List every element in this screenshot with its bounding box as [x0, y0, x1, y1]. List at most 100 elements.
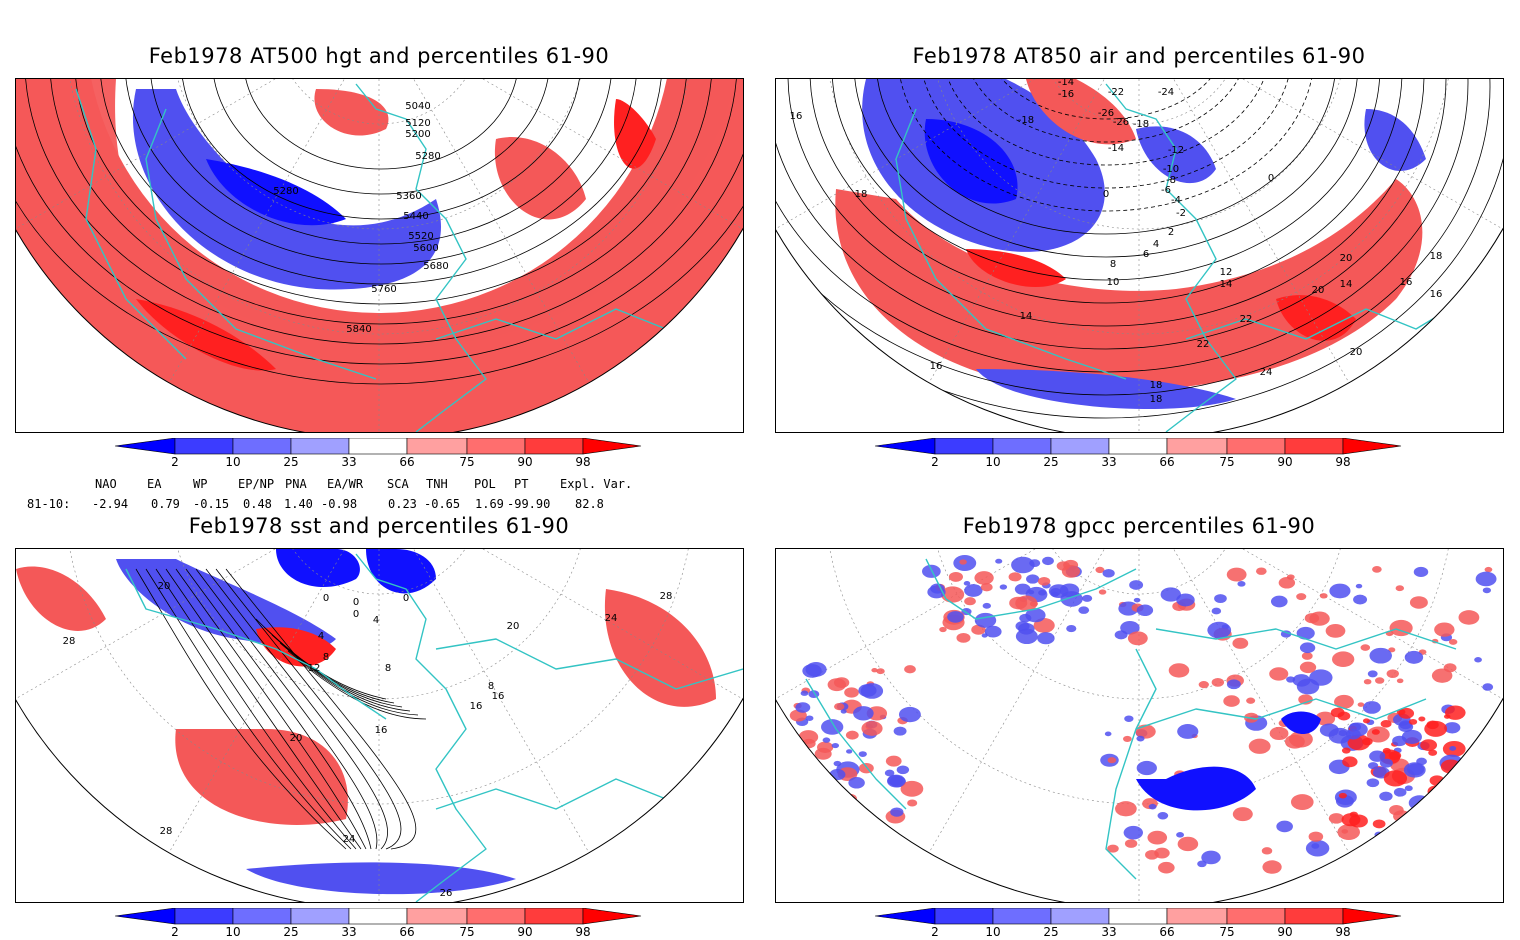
colorbar-segment: [1226, 438, 1286, 455]
precip-percentile-cell: [1375, 677, 1385, 684]
coastline: [925, 558, 1137, 620]
precip-percentile-cell: [789, 778, 814, 796]
precip-percentile-cell: [1398, 707, 1415, 719]
colorbar-segment: [290, 438, 350, 455]
precip-percentile-cell: [1374, 840, 1382, 846]
precip-percentile-cell: [1404, 650, 1424, 664]
contour-label: 8: [323, 652, 329, 663]
percentile-area-low: [246, 862, 516, 895]
precip-percentile-cell: [861, 721, 883, 736]
precip-percentile-cell: [1447, 815, 1463, 827]
precip-percentile-cell: [1133, 597, 1141, 603]
precip-percentile-cell: [1366, 778, 1380, 788]
precip-percentile-cell: [1025, 608, 1046, 623]
contour-label: 12: [1220, 267, 1233, 278]
contour-label: 0: [1268, 173, 1274, 184]
contour-label: 18: [1150, 394, 1163, 405]
index-header: EP/NP: [238, 477, 275, 491]
contour-label: 22: [1240, 314, 1253, 325]
precip-percentile-cell: [1051, 591, 1059, 597]
height-contour: [16, 79, 743, 385]
precip-percentile-cell: [1237, 580, 1246, 587]
contour-label: 28: [660, 591, 673, 602]
precip-percentile-cell: [961, 608, 972, 616]
colorbar-arrow-low: [875, 438, 936, 455]
colorbar-tick-label: 90: [1277, 925, 1293, 939]
precip-percentile-cell: [980, 583, 993, 592]
graticule-meridian: [1138, 79, 1350, 383]
precip-percentile-cell: [1368, 762, 1379, 770]
precip-percentile-cell: [1211, 678, 1225, 687]
contour-label: -22: [1108, 87, 1124, 98]
contour-label: -14: [1058, 79, 1074, 88]
precip-percentile-cell: [1211, 607, 1222, 615]
precip-percentile-cell: [1246, 697, 1256, 704]
colorbar-segment: [174, 908, 234, 925]
graticule-meridian: [168, 549, 380, 853]
precip-percentile-cell: [1341, 829, 1349, 834]
colorbar-tick-label: 66: [399, 925, 415, 939]
height-contour: [74, 79, 688, 305]
colorbar-graphic: [115, 438, 642, 455]
index-header: TNH: [426, 477, 448, 491]
colorbar-tick-label: 2: [171, 925, 179, 939]
precip-percentile-cell: [1446, 781, 1461, 792]
precip-percentile-cell: [1298, 694, 1313, 705]
contour-label: 0: [403, 593, 409, 604]
precip-percentile-cell: [1226, 679, 1241, 690]
colorbar-segment: [174, 438, 234, 455]
precip-percentile-cell: [1177, 724, 1199, 739]
precip-percentile-cell: [1448, 638, 1458, 645]
precip-percentile-cell: [1449, 809, 1456, 814]
temperature-contour: [809, 79, 1403, 304]
contour-label: 20: [1340, 253, 1353, 264]
precip-percentile-cell: [1369, 750, 1386, 762]
precip-percentile-cell: [999, 584, 1008, 590]
precip-percentile-cell: [1223, 695, 1240, 707]
sst-contour: [225, 568, 417, 850]
precip-percentile-cell: [904, 665, 916, 674]
contour-label: 8: [385, 663, 391, 674]
index-value: -0.98: [321, 497, 358, 511]
precip-percentile-cell: [1429, 775, 1445, 786]
precip-percentile-cell: [1232, 637, 1249, 649]
coastline: [805, 678, 907, 810]
colorbar-arrow-high: [582, 908, 642, 925]
sst-contour: [287, 650, 419, 716]
precip-percentile-cell: [1104, 731, 1112, 737]
precip-percentile-cell: [1360, 644, 1371, 651]
contour-label: 0: [353, 609, 359, 620]
precip-percentile-cell: [1301, 652, 1313, 660]
precip-percentile-cell: [858, 751, 867, 757]
graticule-meridian: [16, 549, 380, 700]
precip-percentile-cell: [1304, 613, 1320, 624]
precip-percentile-cell: [1428, 749, 1438, 756]
index-header: PNA: [285, 477, 307, 491]
colorbar-tick-label: 10: [225, 455, 241, 469]
temperature-contour: [963, 79, 1249, 143]
precip-percentile-cell: [1380, 719, 1392, 728]
precip-percentile-cell: [1431, 668, 1453, 683]
precip-percentile-cell: [984, 625, 1002, 638]
index-value: -99.90: [507, 497, 551, 511]
precip-percentile-cell: [1409, 596, 1428, 609]
precip-percentile-cell: [1115, 801, 1137, 817]
precip-percentile-cell: [1396, 678, 1404, 684]
sst-contour: [165, 568, 362, 850]
graticule-meridian: [16, 79, 380, 230]
colorbar-tick-label: 90: [1277, 455, 1293, 469]
precip-percentile-cell: [1123, 825, 1143, 840]
precip-percentile-cell: [814, 747, 832, 760]
precip-percentile-cell: [890, 807, 904, 817]
colorbar-segment: [524, 908, 584, 925]
contour-label: 2: [1168, 227, 1174, 238]
precip-percentile-cell: [1037, 577, 1051, 586]
colorbar-tick-label: 2: [931, 925, 939, 939]
precip-percentile-cell: [1353, 594, 1368, 605]
precip-percentile-cell: [1136, 760, 1157, 776]
contour-label: 14: [1220, 279, 1233, 290]
map-at850: -14 -16 -18 -22 -24 -26 -26 -18 -14 -12 -10 -8 -6 -4-…: [775, 78, 1504, 433]
precip-percentile-cell: [800, 690, 809, 696]
colorbar-segment: [992, 438, 1052, 455]
